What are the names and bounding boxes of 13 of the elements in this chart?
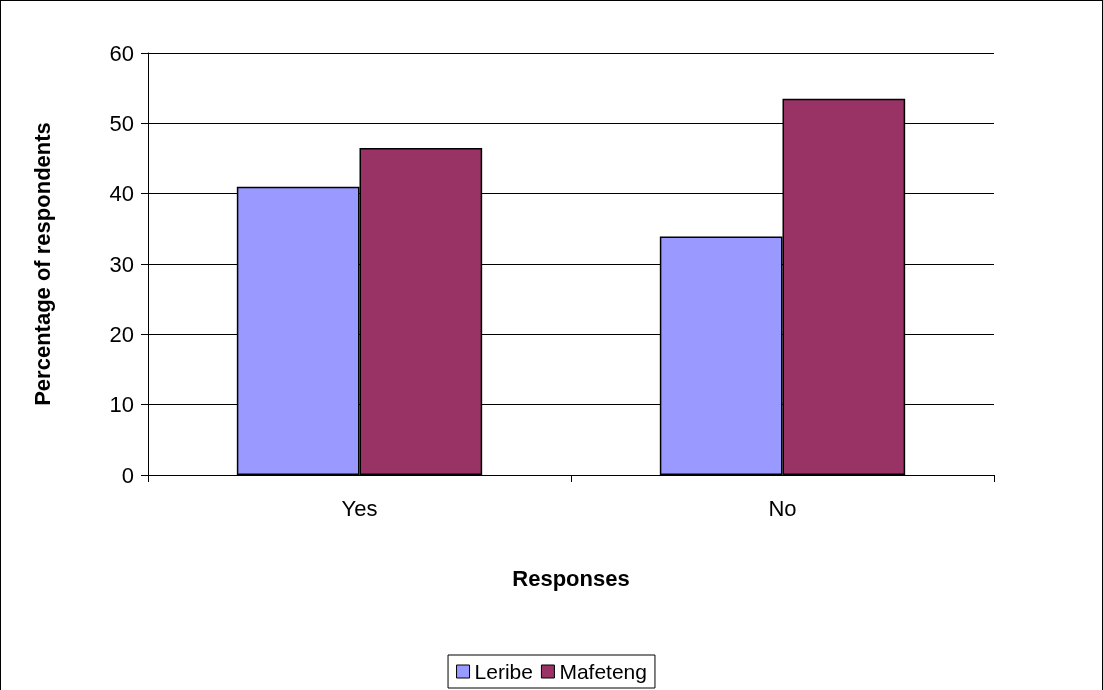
y-tick-label: 60 <box>109 40 134 66</box>
y-tick-label: 30 <box>109 251 134 277</box>
y-axis-title: Percentage of respondents <box>29 122 55 406</box>
y-tick-label: 10 <box>109 392 134 418</box>
x-tick-label: No <box>768 495 797 521</box>
y-tick-label: 40 <box>109 181 134 207</box>
legend-label: Leribe <box>474 660 533 683</box>
y-tick-label: 20 <box>109 321 134 347</box>
y-tick-label: 0 <box>121 462 134 488</box>
legend-label: Mafeteng <box>559 660 647 683</box>
x-tick-label: Yes <box>341 495 378 521</box>
y-tick-label: 50 <box>109 110 134 136</box>
x-axis-title: Responses <box>512 565 630 591</box>
